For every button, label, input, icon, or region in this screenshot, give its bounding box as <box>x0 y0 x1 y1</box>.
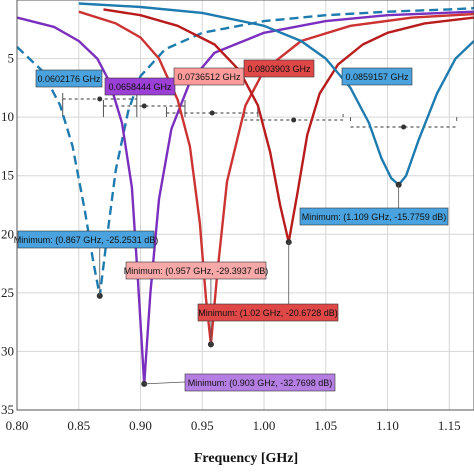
minimum-label-box-2 <box>184 373 336 392</box>
y-tick-label: 5 <box>8 51 15 66</box>
annotation-labels: 0.0602176 GHz 0.0658444 GHz 0.0736512 GHz 0… <box>14 59 449 392</box>
bandwidth-label-box-4 <box>243 59 315 78</box>
series-line-1 <box>16 7 474 297</box>
x-tick-label: 0.90 <box>129 418 152 433</box>
x-tick-label: 1.00 <box>253 418 276 433</box>
y-tick-label: 15 <box>1 168 14 183</box>
minimum-leader-2 <box>144 381 186 385</box>
y-axis-ticks: 5 10 15 20 25 30 35 <box>1 51 14 417</box>
x-tick-label: 0.80 <box>6 418 29 433</box>
x-axis-ticks: 0.800.850.900.951.001.051.101.151.2 <box>6 418 461 433</box>
y-tick-label: 30 <box>1 343 14 358</box>
plot-frame <box>16 0 474 411</box>
y-tick-label: 20 <box>1 226 14 241</box>
minimum-label-4: Minimum: (1.02 GHz, -20.6728 dB) <box>198 308 338 318</box>
bandwidth-label-4: 0.0803903 GHz <box>247 64 311 74</box>
x-tick-label: 1.15 <box>438 418 461 433</box>
bandwidth-label-box-5 <box>341 67 413 86</box>
minimum-label-3: Minimum: (0.957 GHz, -29.3937 dB) <box>124 266 269 276</box>
minimum-label-5: Minimum: (1.109 GHz, -15.7759 dB) <box>302 212 447 222</box>
series-line-5 <box>78 2 474 187</box>
bandwidth-label-5: 0.0859157 GHz <box>345 72 409 82</box>
bandwidth-label-box-1 <box>35 69 103 88</box>
bandwidth-center-dot-5 <box>401 124 407 130</box>
x-axis-title: Frequency [GHz] <box>194 451 298 466</box>
y-tick-label: 25 <box>1 285 14 300</box>
minimum-label-1: Minimum: (0.867 GHz, -25.2531 dB) <box>14 235 159 245</box>
y-tick-label: 35 <box>1 402 14 417</box>
bandwidth-markers <box>62 93 458 130</box>
x-tick-label: 0.95 <box>191 418 214 433</box>
minimum-label-box-5 <box>299 207 449 226</box>
minimum-label-2: Minimum: (0.903 GHz, -32.7698 dB) <box>188 378 333 388</box>
minimum-label-box-4 <box>197 303 339 322</box>
bandwidth-center-dot-4 <box>291 117 297 123</box>
x-tick-label: 1.10 <box>376 418 399 433</box>
x-tick-label: 0.85 <box>67 418 90 433</box>
bandwidth-center-dot-3 <box>209 110 215 116</box>
bandwidth-center-dot-1 <box>97 96 103 102</box>
bandwidth-label-1: 0.0602176 GHz <box>37 74 101 84</box>
bandwidth-center-dot-2 <box>141 103 147 109</box>
bandwidth-label-2: 0.0658444 GHz <box>108 82 172 92</box>
y-tick-label: 10 <box>1 109 14 124</box>
bandwidth-label-3: 0.0736512 GHz <box>177 72 241 82</box>
bandwidth-label-box-2 <box>104 77 176 96</box>
minimum-label-box-1 <box>17 230 155 249</box>
minimum-label-box-3 <box>125 261 267 280</box>
x-tick-label: 1.05 <box>314 418 337 433</box>
